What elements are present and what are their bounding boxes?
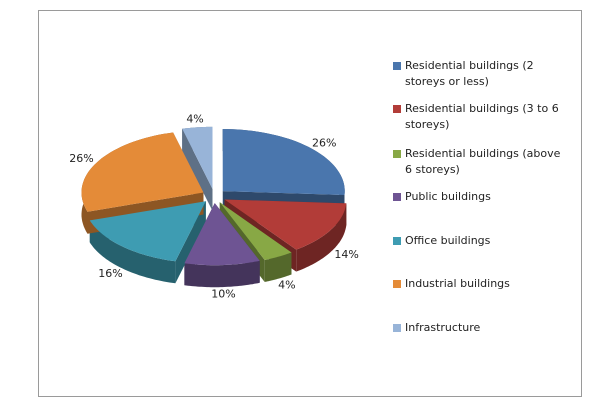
legend-swatch [393,150,401,158]
legend-label: Industrial buildings [405,277,510,290]
slice-side [296,203,347,272]
legend-label: Public buildings [405,190,491,203]
legend-swatch [393,280,401,288]
legend-item: Residential buildings (above 6 storeys) [393,146,563,178]
data-label: 4% [278,278,295,291]
legend-swatch [393,62,401,70]
data-label: 4% [186,113,203,126]
legend-item: Residential buildings (2 storeys or less… [393,58,563,90]
data-label: 10% [211,288,235,301]
slice-side [89,220,176,284]
legend-item: Public buildings [393,189,563,205]
legend-item: Office buildings [393,233,563,249]
legend-swatch [393,193,401,201]
slice [81,132,204,212]
legend-label: Residential buildings (3 to 6 storeys) [405,102,559,131]
data-label: 14% [334,248,358,261]
data-label: 26% [312,136,336,149]
slice [89,201,206,262]
legend-item: Residential buildings (3 to 6 storeys) [393,101,563,133]
slice-side [184,260,260,288]
legend-item: Infrastructure [393,320,563,336]
data-label: 26% [69,152,93,165]
legend-item: Industrial buildings [393,276,563,292]
legend-swatch [393,105,401,113]
chart-frame [38,10,582,397]
slice-side [264,252,292,282]
slice [184,203,260,266]
data-label: 16% [98,267,122,280]
legend-label: Residential buildings (above 6 storeys) [405,147,561,176]
slice [224,199,347,250]
legend-label: Residential buildings (2 storeys or less… [405,59,534,88]
legend-swatch [393,237,401,245]
slice [182,126,213,189]
legend-swatch [393,324,401,332]
legend-label: Office buildings [405,234,491,247]
slice [222,129,345,195]
slice [219,202,292,260]
legend-label: Infrastructure [405,321,481,334]
